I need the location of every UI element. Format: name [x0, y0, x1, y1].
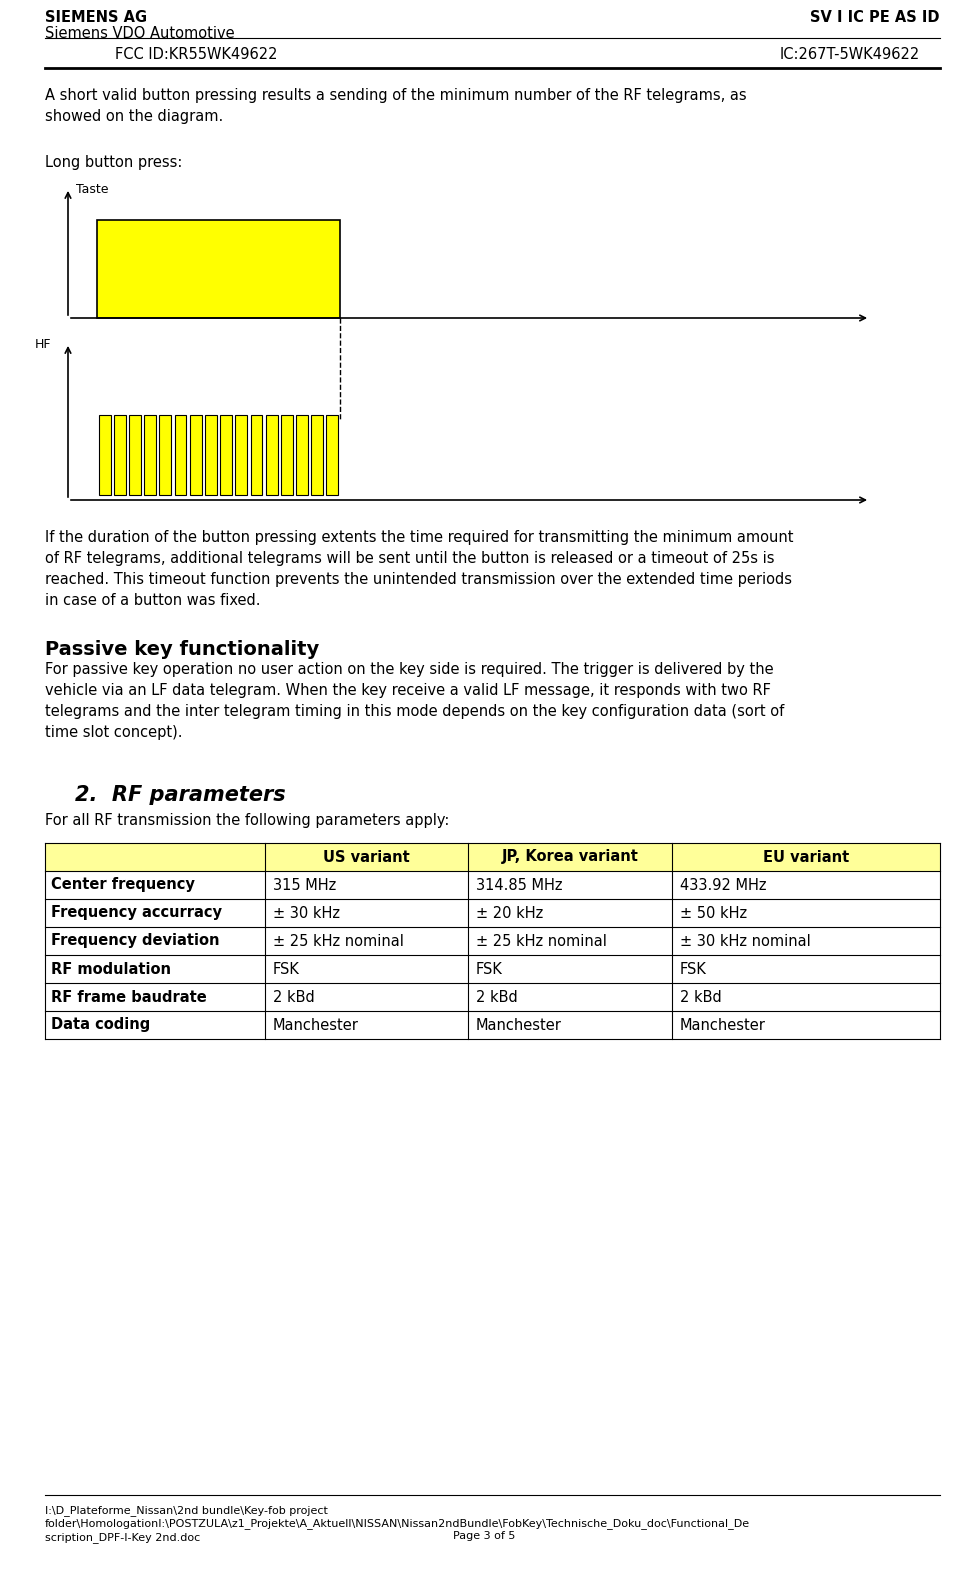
Text: Manchester: Manchester: [273, 1017, 359, 1033]
Text: Passive key functionality: Passive key functionality: [45, 640, 319, 659]
Bar: [205, 415, 217, 495]
Text: Frequency accurracy: Frequency accurracy: [51, 905, 222, 921]
Text: ± 25 kHz nominal: ± 25 kHz nominal: [273, 934, 404, 948]
Text: HF: HF: [35, 338, 51, 351]
Text: SIEMENS AG: SIEMENS AG: [45, 9, 147, 25]
Text: JP, Korea variant: JP, Korea variant: [502, 849, 639, 865]
Text: 2 kBd: 2 kBd: [476, 989, 517, 1005]
Bar: [297, 415, 308, 495]
Text: ± 30 kHz nominal: ± 30 kHz nominal: [680, 934, 811, 948]
Text: IC:267T-5WK49622: IC:267T-5WK49622: [780, 47, 920, 61]
Text: For all RF transmission the following parameters apply:: For all RF transmission the following pa…: [45, 813, 450, 828]
Bar: [99, 415, 110, 495]
Bar: [235, 415, 247, 495]
Bar: [144, 415, 156, 495]
Text: RF modulation: RF modulation: [51, 962, 171, 976]
Text: FSK: FSK: [273, 962, 299, 976]
Text: Taste: Taste: [76, 182, 109, 196]
Bar: [45, 843, 940, 871]
Text: Frequency deviation: Frequency deviation: [51, 934, 220, 948]
Text: ± 30 kHz: ± 30 kHz: [273, 905, 340, 921]
Text: 2 kBd: 2 kBd: [680, 989, 722, 1005]
Bar: [160, 415, 172, 495]
Text: 433.92 MHz: 433.92 MHz: [680, 877, 766, 893]
Text: FSK: FSK: [476, 962, 503, 976]
Text: ± 50 kHz: ± 50 kHz: [680, 905, 747, 921]
Text: Long button press:: Long button press:: [45, 156, 182, 170]
Text: ± 25 kHz nominal: ± 25 kHz nominal: [476, 934, 607, 948]
Text: Center frequency: Center frequency: [51, 877, 195, 893]
Text: 2.  RF parameters: 2. RF parameters: [75, 784, 286, 805]
Text: 315 MHz: 315 MHz: [273, 877, 336, 893]
Bar: [327, 415, 338, 495]
Text: A short valid button pressing results a sending of the minimum number of the RF : A short valid button pressing results a …: [45, 88, 747, 124]
Text: RF frame baudrate: RF frame baudrate: [51, 989, 206, 1005]
Bar: [281, 415, 293, 495]
Text: 314.85 MHz: 314.85 MHz: [476, 877, 562, 893]
Text: FSK: FSK: [680, 962, 706, 976]
Text: If the duration of the button pressing extents the time required for transmittin: If the duration of the button pressing e…: [45, 530, 794, 608]
Bar: [311, 415, 323, 495]
Bar: [114, 415, 126, 495]
Bar: [220, 415, 232, 495]
Bar: [129, 415, 141, 495]
Text: Manchester: Manchester: [476, 1017, 562, 1033]
Text: Manchester: Manchester: [680, 1017, 766, 1033]
Bar: [97, 220, 340, 318]
Text: Data coding: Data coding: [51, 1017, 150, 1033]
Text: Siemens VDO Automotive: Siemens VDO Automotive: [45, 27, 234, 41]
Text: US variant: US variant: [323, 849, 410, 865]
Text: EU variant: EU variant: [763, 849, 849, 865]
Text: For passive key operation no user action on the key side is required. The trigge: For passive key operation no user action…: [45, 662, 784, 740]
Text: ± 20 kHz: ± 20 kHz: [476, 905, 544, 921]
Text: SV I IC PE AS ID: SV I IC PE AS ID: [810, 9, 940, 25]
Text: FCC ID:KR55WK49622: FCC ID:KR55WK49622: [115, 47, 277, 61]
Bar: [266, 415, 277, 495]
Text: 2 kBd: 2 kBd: [273, 989, 315, 1005]
Text: Page 3 of 5: Page 3 of 5: [453, 1531, 516, 1541]
Text: I:\D_Plateforme_Nissan\2nd bundle\Key-fob project
folder\HomologationI:\POSTZULA: I:\D_Plateforme_Nissan\2nd bundle\Key-fo…: [45, 1504, 750, 1542]
Bar: [174, 415, 186, 495]
Bar: [190, 415, 202, 495]
Bar: [251, 415, 263, 495]
